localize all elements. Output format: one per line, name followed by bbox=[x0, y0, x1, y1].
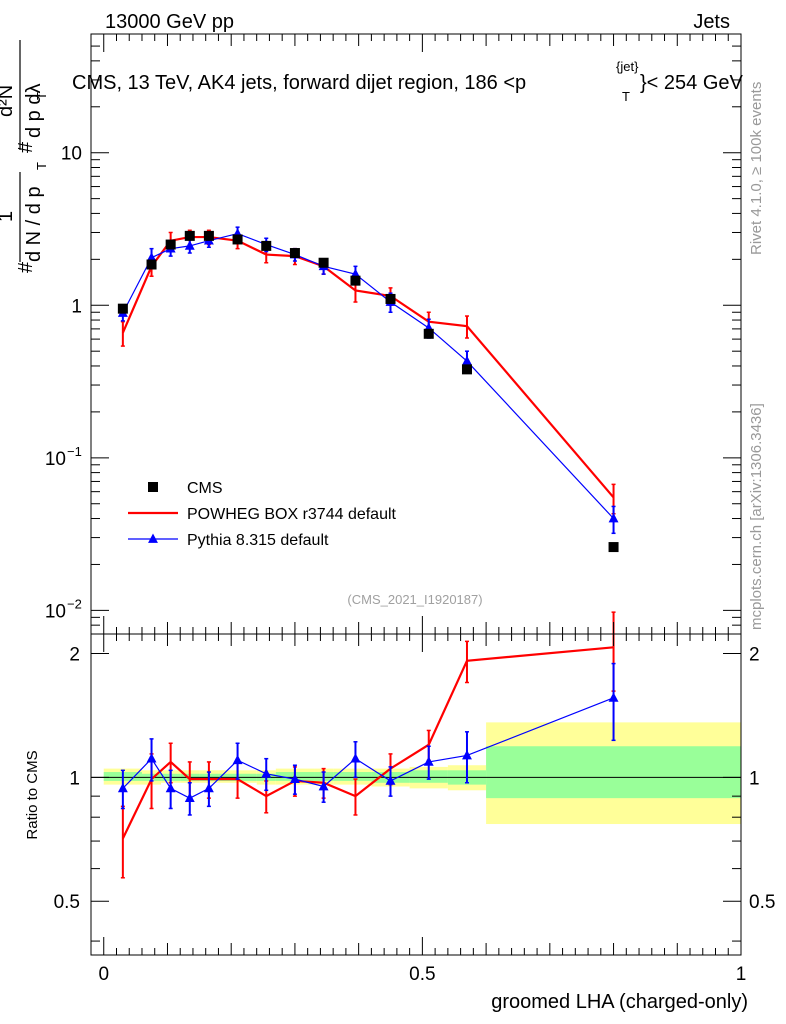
main-data-marker-2 bbox=[165, 239, 176, 250]
mcplots-label: mcplots.cern.ch [arXiv:1306.3436] bbox=[748, 403, 765, 630]
main-plot-panel bbox=[117, 226, 619, 553]
ratio-pythia-marker-13 bbox=[608, 692, 619, 702]
x-tick-label-2: 1 bbox=[736, 964, 747, 985]
main-pythia-marker-1 bbox=[146, 252, 157, 262]
main-y-label-t2: T bbox=[34, 92, 49, 100]
main-data-marker-4 bbox=[203, 230, 214, 241]
main-data-marker-12 bbox=[461, 364, 472, 375]
ratio-pythia-marker-8 bbox=[318, 780, 329, 791]
main-y-tick-label-1: 10 bbox=[45, 449, 66, 470]
main-y-label-d2n: d²N bbox=[0, 85, 17, 117]
header-left-label: 13000 GeV pp bbox=[105, 11, 234, 33]
ratio-pythia-marker-2 bbox=[165, 782, 176, 793]
ratio-band-inner-13 bbox=[486, 746, 741, 799]
title-superscript: {jet} bbox=[616, 59, 639, 74]
title-main: CMS, 13 TeV, AK4 jets, forward dijet reg… bbox=[72, 72, 526, 94]
ratio-y-axis-title: Ratio to CMS bbox=[24, 750, 41, 839]
main-data-marker-5 bbox=[232, 234, 243, 245]
ratio-y-tick-label-right-0: 0.5 bbox=[749, 892, 775, 913]
main-y-label-hash2: # bbox=[15, 141, 37, 153]
main-data-marker-8 bbox=[318, 257, 329, 268]
main-y-axis-title: # 1 d N / d p T # d²N d p dλ T bbox=[0, 40, 49, 273]
ratio-pythia-marker-9 bbox=[350, 753, 361, 763]
analysis-id: (CMS_2021_I1920187) bbox=[347, 592, 482, 607]
ratio-frame bbox=[90, 633, 742, 956]
header-right-label: Jets bbox=[693, 11, 730, 33]
legend-label-powheg: POWHEG BOX r3744 default bbox=[187, 506, 397, 523]
ratio-plot-panel bbox=[91, 611, 741, 879]
main-data-marker-10 bbox=[385, 293, 396, 304]
main-pythia-marker-12 bbox=[462, 355, 472, 366]
legend-label-data: CMS bbox=[187, 480, 223, 497]
ratio-band-inner-9 bbox=[333, 772, 372, 781]
ratio-y-tick-label-right-2: 2 bbox=[749, 644, 760, 665]
main-powheg-line bbox=[121, 235, 615, 499]
main-y-tick-label-2: 1 bbox=[71, 296, 82, 317]
x-axis-title: groomed LHA (charged-only) bbox=[491, 991, 748, 1013]
main-data-marker-1 bbox=[146, 259, 157, 270]
main-y-tick-label-3: 10 bbox=[61, 144, 82, 165]
legend: CMS POWHEG BOX r3744 default Pythia 8.315 … bbox=[128, 480, 397, 549]
main-data-marker-13 bbox=[608, 542, 619, 553]
main-pythia-marker-13 bbox=[608, 513, 619, 523]
main-y-label-hash1: # bbox=[15, 261, 37, 273]
main-pythia-line bbox=[122, 232, 614, 519]
x-tick-label-0: 0 bbox=[98, 964, 109, 985]
ratio-y-tick-label-left-0: 0.5 bbox=[54, 892, 80, 913]
legend-label-pythia: Pythia 8.315 default bbox=[187, 532, 329, 549]
main-pythia-marker-3 bbox=[184, 240, 195, 250]
main-y-tick-exp-1: −1 bbox=[67, 444, 82, 459]
legend-marker-pythia bbox=[148, 533, 158, 543]
title-end: }< 254 GeV bbox=[640, 72, 744, 94]
ratio-y-tick-label-left-1: 1 bbox=[69, 768, 80, 789]
ratio-pythia-marker-0 bbox=[117, 782, 128, 793]
main-y-label-one: 1 bbox=[0, 211, 17, 222]
main-y-tick-label-0: 10 bbox=[45, 601, 66, 622]
main-data-marker-9 bbox=[350, 275, 361, 286]
main-data-marker-0 bbox=[117, 303, 128, 314]
main-data-marker-7 bbox=[289, 248, 300, 259]
ratio-pythia-marker-4 bbox=[203, 782, 214, 793]
main-data-marker-6 bbox=[261, 240, 272, 251]
ratio-y-tick-label-left-2: 2 bbox=[69, 644, 80, 665]
ratio-pythia-marker-10 bbox=[385, 775, 396, 785]
main-y-label-dndpt: d N / d p bbox=[23, 186, 45, 262]
main-y-label-t1: T bbox=[34, 162, 49, 170]
ratio-pythia-marker-5 bbox=[232, 754, 243, 765]
ratio-powheg-line bbox=[121, 646, 614, 840]
ratio-y-tick-label-right-1: 1 bbox=[749, 768, 760, 789]
ratio-pythia-marker-11 bbox=[423, 756, 434, 766]
ratio-pythia-marker-3 bbox=[184, 792, 195, 802]
plot-title: CMS, 13 TeV, AK4 jets, forward dijet reg… bbox=[72, 59, 744, 104]
title-subscript: T bbox=[622, 89, 630, 104]
main-y-tick-exp-0: −2 bbox=[67, 596, 82, 611]
ratio-uncertainty-bands bbox=[103, 722, 741, 825]
legend-marker-data bbox=[148, 482, 158, 492]
main-data-marker-11 bbox=[423, 328, 434, 339]
main-pythia-marker-9 bbox=[350, 268, 361, 278]
x-tick-label-1: 0.5 bbox=[409, 964, 435, 985]
main-y-label-dptdl: d p dλ bbox=[23, 84, 45, 138]
ratio-pythia-marker-12 bbox=[462, 749, 472, 760]
ratio-pythia-marker-7 bbox=[289, 773, 300, 783]
ratio-pythia-marker-1 bbox=[146, 753, 157, 763]
main-data-marker-3 bbox=[184, 230, 195, 241]
ratio-pythia-marker-6 bbox=[261, 768, 272, 778]
rivet-version-label: Rivet 4.1.0, ≥ 100k events bbox=[748, 82, 765, 255]
